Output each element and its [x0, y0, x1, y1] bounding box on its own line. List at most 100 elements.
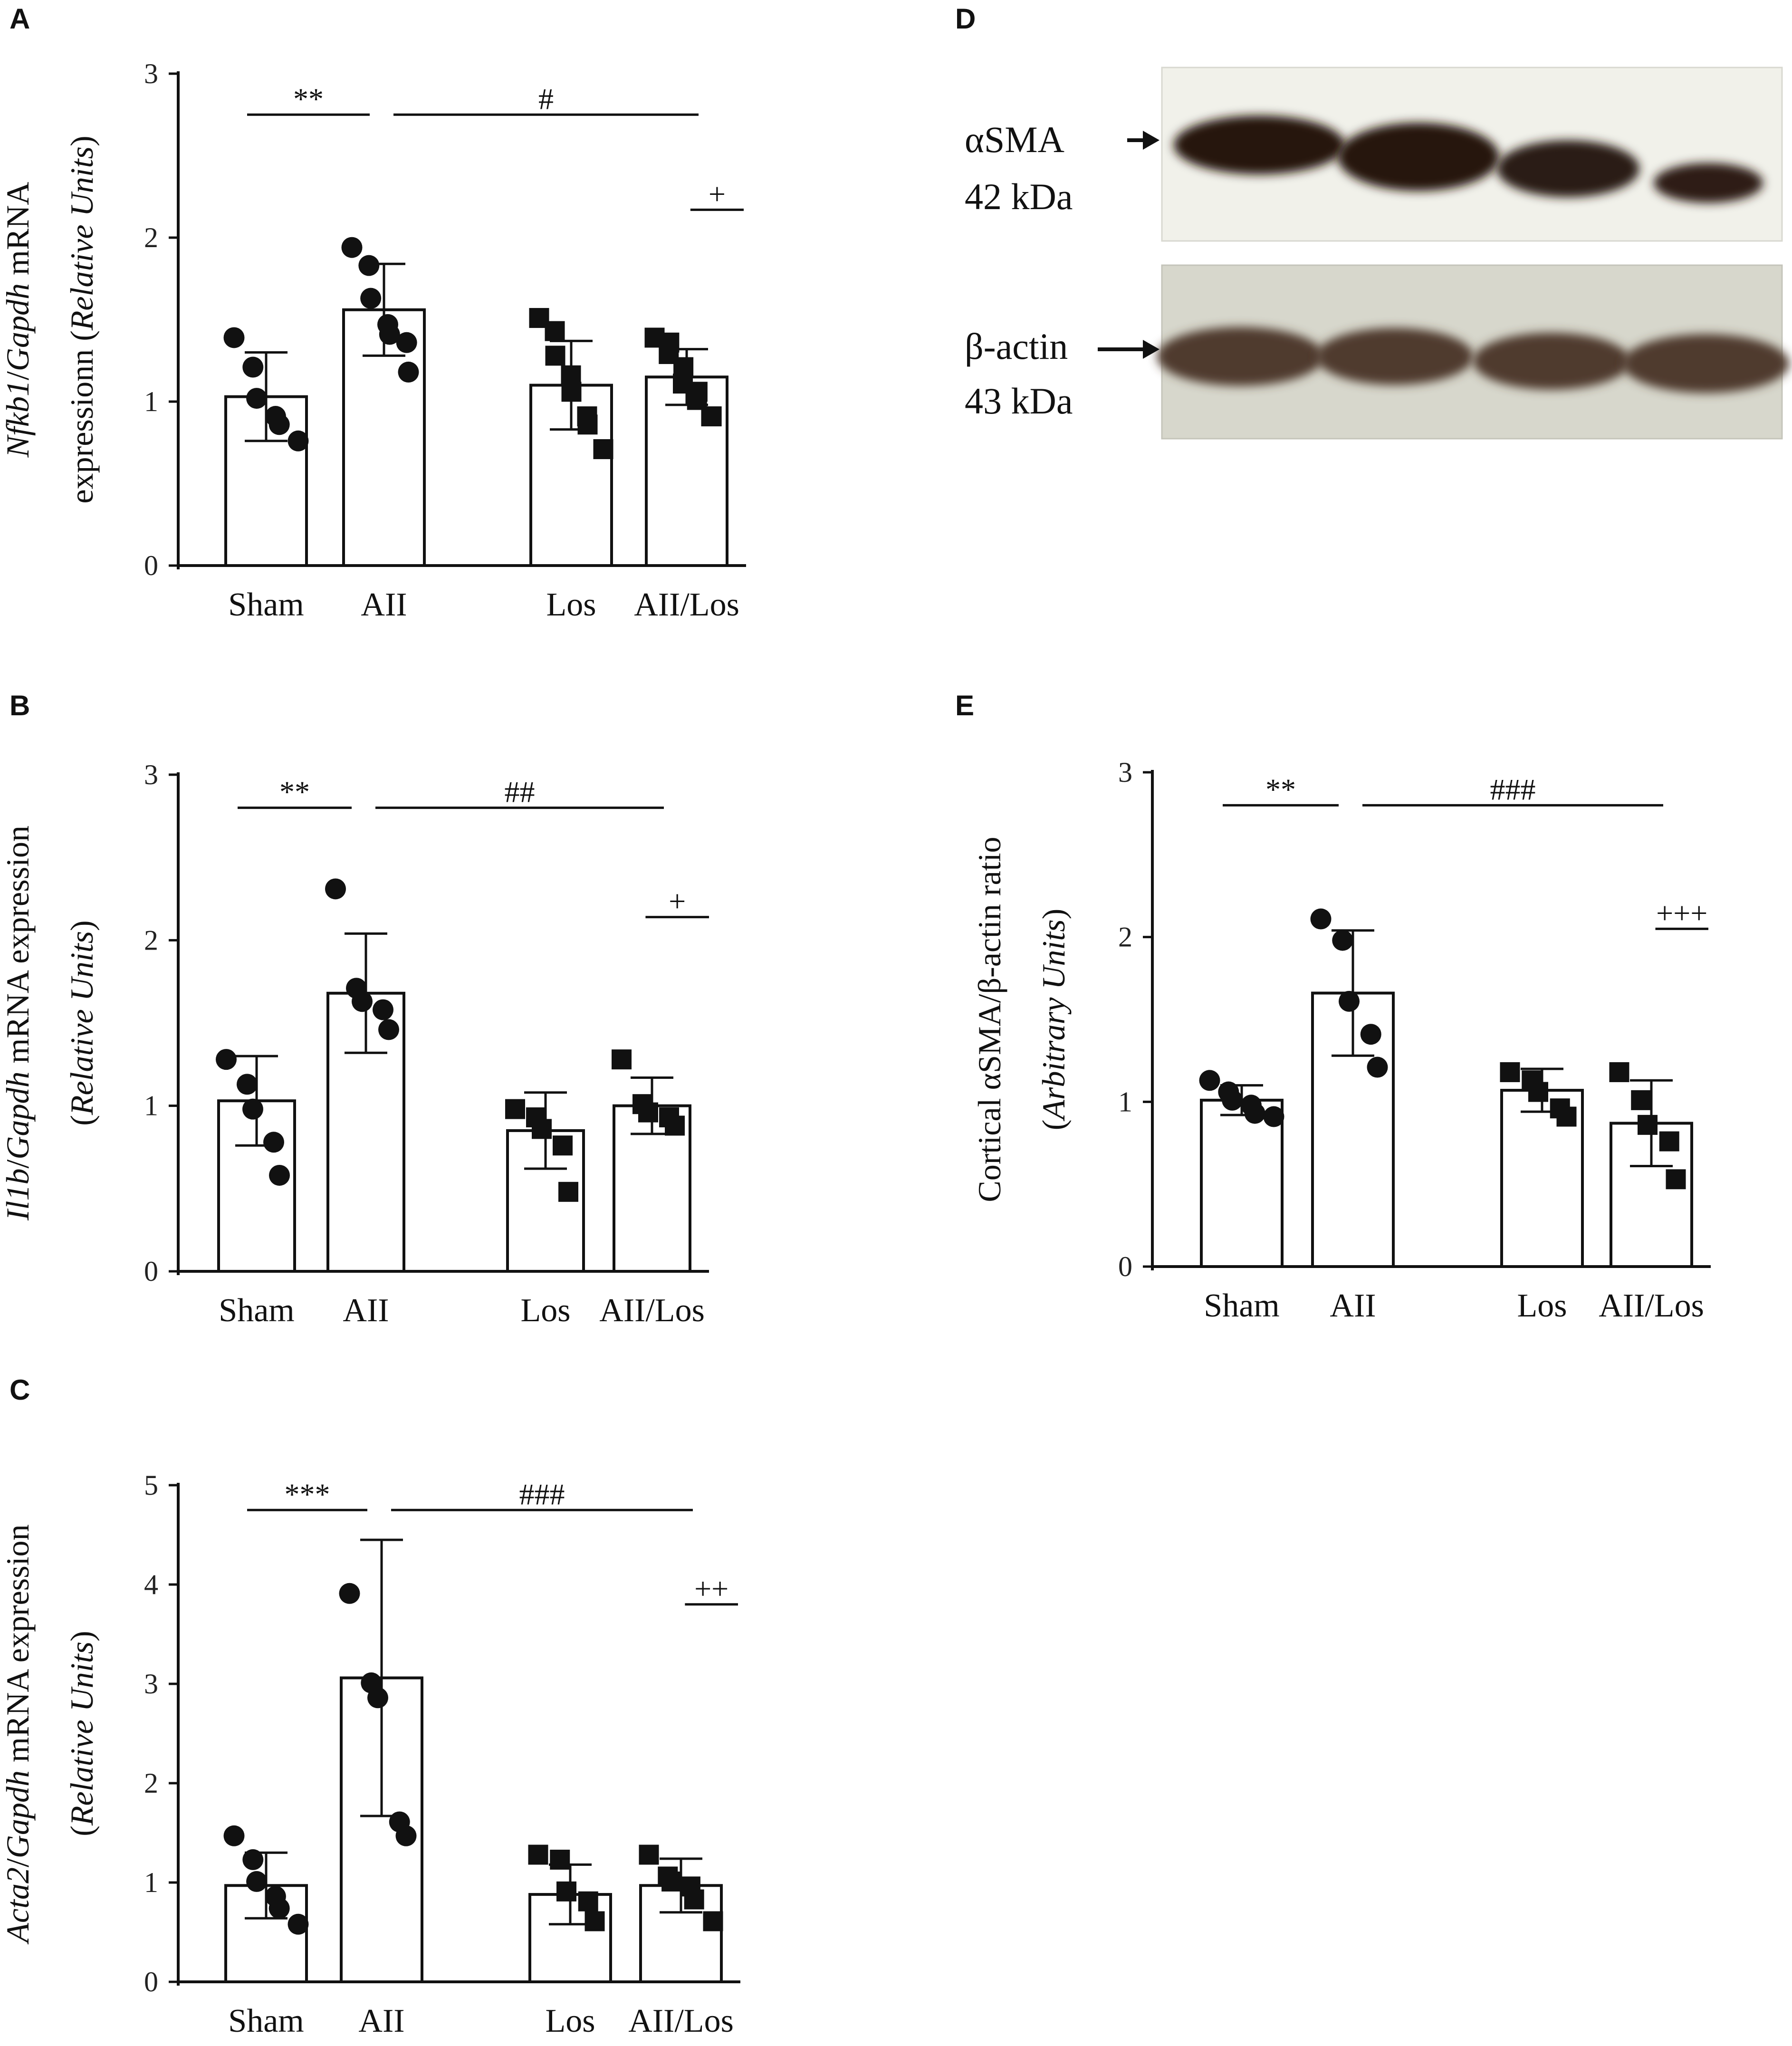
y-axis-label-line2-part-c: ) — [64, 1631, 100, 1642]
panel-label-e: E — [955, 690, 974, 721]
data-point-c-3 — [661, 1871, 682, 1892]
data-point-c-2 — [578, 1891, 598, 1912]
data-point-e-3 — [1638, 1114, 1658, 1135]
category-label-c-0: Sham — [228, 2003, 304, 2039]
category-label-c-3: AII/Los — [628, 2003, 734, 2039]
data-point-c-2 — [528, 1844, 548, 1865]
data-point-e-2 — [1528, 1082, 1548, 1102]
category-label-b-1: AII — [343, 1292, 389, 1329]
data-point-a-1 — [360, 288, 382, 309]
data-point-b-1 — [378, 1019, 399, 1040]
chart-panel-b: 0 1 2 3 Sham AII Los AII/Los ** ## + Il1b/Gapdh mRN… — [0, 759, 709, 1329]
data-point-a-2 — [561, 382, 582, 402]
data-point-c-1 — [367, 1687, 388, 1709]
y-axis-label-part-b: Il1b — [0, 1169, 36, 1221]
y-axis-label-c: Acta2/Gapdh mRNA expression — [0, 1524, 36, 1944]
y-axis-label-part-b: mRNA expression — [0, 826, 36, 1072]
data-point-e-3 — [1666, 1169, 1686, 1190]
data-point-a-0 — [287, 430, 309, 451]
data-point-e-0 — [1222, 1089, 1243, 1111]
data-point-e-3 — [1659, 1131, 1679, 1152]
data-point-b-0 — [242, 1098, 263, 1120]
category-label-c-2: Los — [546, 2003, 595, 2039]
blot-size-bactin: 43 kDa — [965, 380, 1073, 422]
category-label-a-2: Los — [546, 586, 596, 623]
data-point-a-0 — [268, 414, 290, 435]
y-axis-label-line2-part-b: ) — [64, 920, 100, 931]
data-point-e-1 — [1310, 908, 1332, 930]
data-point-e-1 — [1339, 990, 1360, 1012]
y-tick-label-c: 4 — [144, 1569, 158, 1600]
significance-label-a-1: # — [538, 82, 554, 115]
data-point-a-1 — [396, 332, 417, 353]
y-axis-label-part-b: Gapdh — [0, 1071, 36, 1159]
y-axis-label-line2-part-e: ( — [1035, 1120, 1072, 1131]
data-point-c-3 — [703, 1911, 723, 1931]
data-point-a-1 — [358, 255, 380, 276]
data-point-a-0 — [223, 327, 245, 348]
data-point-b-3 — [665, 1115, 685, 1136]
significance-label-c-2: ++ — [694, 1572, 728, 1605]
data-point-c-0 — [242, 1849, 264, 1870]
data-point-b-1 — [325, 878, 346, 900]
y-axis-label-part-c: mRNA expression — [0, 1524, 36, 1770]
data-point-b-1 — [352, 991, 373, 1012]
data-point-b-2 — [558, 1181, 578, 1202]
y-axis-label-line2-part-e: ) — [1035, 909, 1072, 920]
y-tick-label-c: 2 — [144, 1767, 158, 1799]
blot-band-asma-3 — [1497, 140, 1639, 197]
y-tick-label-c: 1 — [144, 1867, 158, 1898]
data-point-e-2 — [1500, 1062, 1520, 1082]
significance-label-b-0: ** — [279, 775, 310, 809]
blot-strip-bottom — [1157, 264, 1789, 440]
panel-label-d: D — [955, 3, 976, 35]
panel-label-c: C — [10, 1374, 30, 1406]
y-axis-label-b: Il1b/Gapdh mRNA expression — [0, 826, 36, 1221]
data-point-b-0 — [269, 1164, 290, 1186]
data-point-a-0 — [242, 356, 264, 378]
y-tick-label-e: 0 — [1118, 1251, 1132, 1282]
data-point-e-2 — [1556, 1106, 1577, 1127]
significance-label-c-1: ### — [519, 1477, 565, 1511]
data-point-c-1 — [339, 1583, 360, 1604]
data-point-c-3 — [639, 1844, 659, 1865]
blot-size-asma: 42 kDa — [965, 176, 1073, 217]
y-axis-label-part-a: mRNA — [0, 182, 36, 283]
blot-band-bactin-1 — [1157, 327, 1323, 386]
data-point-a-2 — [545, 346, 565, 366]
data-point-a-2 — [577, 414, 598, 435]
data-point-e-1 — [1360, 1024, 1381, 1045]
y-tick-label-b: 1 — [144, 1090, 158, 1122]
data-point-c-0 — [246, 1871, 268, 1892]
y-tick-label-a: 0 — [144, 550, 158, 581]
blot-label-asma: αSMA — [965, 119, 1064, 160]
y-axis-label-part-a: / — [0, 371, 36, 380]
y-axis-label-line2-part-a: Relative Units — [64, 146, 100, 331]
data-point-b-0 — [263, 1132, 284, 1153]
y-axis-label-part-c: Gapdh — [0, 1770, 36, 1858]
y-axis-label-part-a: Nfkb1 — [0, 380, 36, 458]
data-point-b-2 — [505, 1099, 525, 1119]
blot-band-bactin-4 — [1623, 334, 1789, 393]
y-axis-label-line2-e: (Arbitrary Units) — [1035, 909, 1072, 1131]
y-axis-label-part-c: Acta2 — [0, 1867, 36, 1945]
data-point-c-0 — [268, 1898, 290, 1919]
blot-label-bactin: β-actin — [965, 326, 1068, 367]
data-point-e-0 — [1263, 1106, 1284, 1127]
y-axis-label-line2-a: expressionn (Relative Units) — [64, 135, 100, 503]
category-label-c-1: AII — [358, 2003, 404, 2039]
data-point-b-2 — [553, 1135, 573, 1156]
blot-strip-top — [1161, 67, 1783, 242]
data-point-c-2 — [585, 1911, 605, 1931]
data-point-e-0 — [1244, 1103, 1265, 1124]
y-tick-label-e: 1 — [1118, 1086, 1132, 1117]
significance-label-e-1: ### — [1490, 772, 1536, 806]
category-label-e-2: Los — [1517, 1287, 1567, 1324]
data-point-a-1 — [379, 324, 400, 345]
data-point-c-3 — [684, 1889, 704, 1910]
data-point-b-3 — [638, 1102, 658, 1123]
data-point-b-0 — [237, 1074, 258, 1095]
y-axis-label-a: Nfkb1/Gapdh mRNA — [0, 182, 36, 458]
y-axis-label-line2-part-a: ) — [64, 135, 100, 146]
category-label-a-0: Sham — [228, 586, 304, 623]
